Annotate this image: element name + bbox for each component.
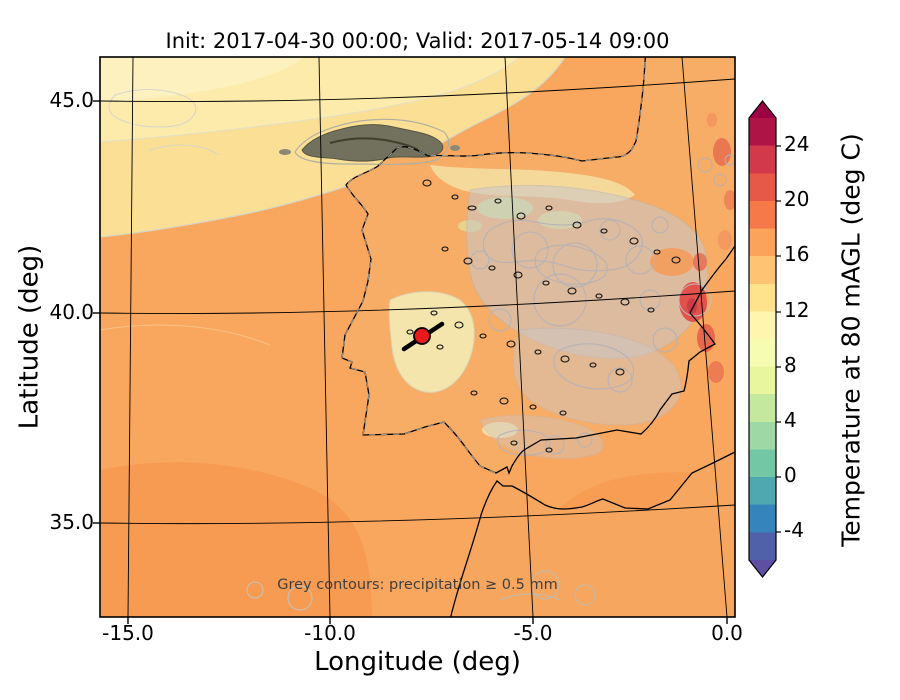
temp-contour-line bbox=[100, 324, 271, 346]
y-tick-35: 35.0 bbox=[49, 510, 94, 534]
precip-blob-streak bbox=[329, 137, 419, 151]
plot-title: Init: 2017-04-30 00:00; Valid: 2017-05-1… bbox=[165, 29, 670, 53]
y-tick-45: 45.0 bbox=[49, 88, 94, 112]
meridian--5 bbox=[504, 57, 534, 617]
grey-precip-region-ne bbox=[466, 184, 709, 359]
temp-contour-line bbox=[100, 57, 521, 143]
hot-spot bbox=[718, 230, 732, 250]
hot-spot-france bbox=[713, 138, 731, 166]
precip-blob-halo bbox=[294, 118, 450, 165]
precip-heavy-blob bbox=[301, 124, 444, 162]
map-area bbox=[100, 57, 735, 617]
coastlines bbox=[341, 57, 735, 617]
black-small-contours bbox=[406, 179, 681, 453]
x-axis-label: Longitude (deg) bbox=[314, 647, 521, 677]
precip-blob-fragment bbox=[279, 149, 291, 155]
parallel-45 bbox=[100, 78, 735, 102]
colorbar bbox=[748, 100, 781, 578]
axes-frame bbox=[99, 56, 736, 618]
grey-precip-region-s bbox=[479, 414, 604, 459]
hot-spot-france bbox=[707, 113, 717, 127]
parallel-35 bbox=[100, 504, 735, 525]
hot-spot bbox=[693, 253, 707, 271]
meridian--10 bbox=[318, 57, 331, 617]
precip-blob-fragment bbox=[450, 145, 460, 151]
meridian-0 bbox=[681, 57, 728, 617]
y-tick-40: 40.0 bbox=[49, 300, 94, 324]
hot-spot bbox=[697, 324, 715, 352]
marker-dot bbox=[413, 327, 431, 345]
x-tick--5: -5.0 bbox=[513, 621, 553, 645]
x-tick--10: -10.0 bbox=[304, 621, 356, 645]
hot-spot bbox=[708, 361, 724, 383]
grey-ocean-contours bbox=[108, 89, 221, 156]
y-axis-label: Latitude (deg) bbox=[14, 244, 45, 430]
colorbar-bar bbox=[748, 100, 777, 578]
graticule bbox=[100, 57, 735, 617]
cb-tick-24: 24 bbox=[784, 132, 810, 156]
x-tick-0: 0.0 bbox=[711, 621, 743, 645]
axis-ticks bbox=[93, 100, 728, 624]
cb-tick-12: 12 bbox=[784, 298, 810, 322]
cb-tick-16: 16 bbox=[784, 242, 810, 266]
hot-spot-core bbox=[687, 298, 697, 314]
grey-precip-contours bbox=[470, 154, 735, 456]
cb-tick--4: -4 bbox=[784, 518, 804, 542]
africa-landmass bbox=[450, 452, 735, 617]
andalucia-cream-spot bbox=[482, 422, 518, 438]
hot-spot-france bbox=[724, 190, 735, 210]
africa-coastline bbox=[450, 451, 735, 617]
cool-band-3 bbox=[100, 57, 305, 103]
coastline-dash-overlay bbox=[341, 57, 646, 474]
cb-tick-0: 0 bbox=[784, 463, 797, 487]
grey-precip-region-se bbox=[512, 327, 682, 426]
site-marker bbox=[401, 321, 445, 352]
parallel-40 bbox=[100, 290, 735, 314]
x-tick--15: -15.0 bbox=[102, 621, 154, 645]
colorbar-ticks bbox=[776, 145, 781, 533]
portugal-interior-cream bbox=[388, 291, 475, 393]
precip-contour-note: Grey contours: precipitation ≥ 0.5 mm bbox=[277, 577, 558, 593]
warm-ocean-sw bbox=[100, 462, 372, 617]
cb-tick-8: 8 bbox=[784, 353, 797, 377]
cb-tick-4: 4 bbox=[784, 408, 797, 432]
cb-tick-20: 20 bbox=[784, 187, 810, 211]
